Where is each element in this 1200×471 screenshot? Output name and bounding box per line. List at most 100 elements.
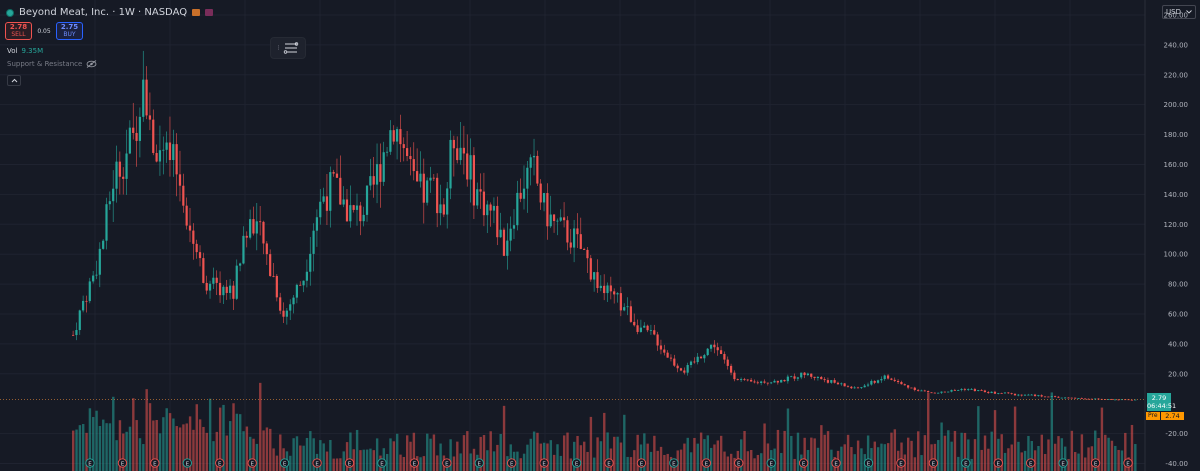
buy-label: BUY bbox=[63, 31, 76, 38]
volume-bar bbox=[1020, 452, 1023, 471]
candle-body bbox=[492, 205, 496, 211]
volume-bar bbox=[853, 454, 856, 471]
sell-button[interactable]: 2.78 SELL bbox=[5, 22, 32, 40]
volume-bar bbox=[760, 453, 763, 471]
candle-body bbox=[466, 153, 469, 180]
candle-body bbox=[733, 372, 736, 380]
candle-body bbox=[689, 361, 693, 366]
candle-body bbox=[262, 221, 265, 244]
candle-body bbox=[215, 277, 218, 283]
volume-bar bbox=[135, 420, 138, 471]
candle-body bbox=[259, 221, 262, 223]
live-dot-icon bbox=[6, 8, 14, 17]
candle-body bbox=[85, 300, 88, 302]
volume-bar bbox=[349, 432, 352, 471]
floating-toolbar[interactable]: ⁞ bbox=[270, 37, 306, 59]
candle-body bbox=[1033, 394, 1037, 397]
earnings-marker-icon: E bbox=[669, 458, 679, 468]
volume-legend[interactable]: Vol 9.35M bbox=[7, 47, 43, 55]
candle-body bbox=[1040, 395, 1043, 397]
collapse-legend-button[interactable] bbox=[7, 75, 21, 86]
volume-bar bbox=[522, 453, 526, 471]
sell-price: 2.78 bbox=[9, 23, 28, 31]
last-price-badge: 2.79 06:44:51 bbox=[1147, 393, 1177, 411]
volume-bar bbox=[619, 442, 623, 471]
eye-crossed-icon[interactable] bbox=[86, 60, 97, 68]
currency-selector[interactable]: USD bbox=[1162, 5, 1196, 19]
volume-bar bbox=[389, 438, 392, 471]
candle-body bbox=[599, 285, 602, 289]
candle-body bbox=[409, 156, 412, 160]
candle-body bbox=[830, 380, 833, 383]
candle-body bbox=[840, 383, 843, 385]
candle-body bbox=[880, 379, 883, 381]
volume-bar bbox=[623, 414, 626, 471]
earnings-marker-ring bbox=[961, 458, 971, 468]
candle-body bbox=[1120, 399, 1123, 401]
indicator-legend[interactable]: Support & Resistance bbox=[7, 60, 97, 68]
volume-bar bbox=[843, 444, 846, 471]
volume-bar bbox=[693, 437, 696, 471]
volume-bar bbox=[272, 448, 275, 471]
drag-handle-icon[interactable]: ⁞ bbox=[277, 44, 279, 52]
candle-body bbox=[633, 321, 636, 326]
volume-bar bbox=[355, 429, 359, 471]
volume-bar bbox=[977, 406, 980, 471]
volume-bar bbox=[345, 442, 349, 471]
volume-bar bbox=[342, 451, 345, 471]
volume-bar bbox=[78, 425, 82, 471]
candle-body bbox=[756, 382, 759, 384]
volume-bar bbox=[305, 437, 309, 471]
volume-bar bbox=[846, 434, 850, 471]
candle-body bbox=[416, 171, 419, 182]
candle-body bbox=[920, 390, 923, 392]
candle-body bbox=[282, 310, 285, 317]
candle-body bbox=[225, 286, 228, 293]
candle-body bbox=[462, 147, 465, 154]
volume-bar bbox=[907, 437, 910, 471]
volume-bar bbox=[1110, 440, 1114, 471]
volume-bar bbox=[482, 435, 486, 471]
volume-bar bbox=[302, 445, 305, 471]
earnings-marker-letter: E bbox=[834, 462, 838, 468]
volume-bar bbox=[636, 434, 639, 471]
earnings-marker-ring bbox=[1123, 458, 1133, 468]
candle-body bbox=[1047, 396, 1050, 398]
volume-bar bbox=[245, 426, 249, 471]
volume-bar bbox=[703, 439, 706, 471]
price-axis[interactable]: 260.00 240.00 220.00 200.00 180.00 160.00 140.… bbox=[1164, 11, 1189, 468]
candle-body bbox=[342, 199, 345, 205]
volume-bar bbox=[980, 449, 983, 471]
earnings-marker-letter: E bbox=[1029, 462, 1033, 468]
symbol-header[interactable]: Beyond Meat, Inc. · 1W · NASDAQ bbox=[6, 6, 214, 19]
volume-bar bbox=[195, 404, 198, 471]
volume-label: Vol bbox=[7, 47, 18, 55]
candle-body bbox=[539, 183, 542, 203]
symbol-title[interactable]: Beyond Meat, Inc. · 1W · NASDAQ bbox=[19, 7, 188, 18]
drawing-list-icon[interactable] bbox=[283, 42, 299, 54]
candle-body bbox=[469, 155, 472, 180]
candle-body bbox=[1043, 396, 1047, 398]
volume-bar bbox=[319, 440, 322, 471]
volume-bar bbox=[225, 435, 229, 471]
candle-body bbox=[1067, 397, 1070, 399]
candle-body bbox=[252, 219, 255, 234]
candle-body bbox=[693, 361, 696, 363]
candle-body bbox=[315, 217, 319, 231]
volume-bar bbox=[329, 439, 332, 471]
candle-body bbox=[709, 344, 713, 349]
candle-body bbox=[953, 390, 956, 391]
buy-price: 2.75 bbox=[60, 23, 79, 31]
earnings-marker-letter: E bbox=[932, 462, 936, 468]
candle-body bbox=[432, 177, 435, 179]
candle-body bbox=[145, 79, 148, 116]
bar-countdown: 06:44:51 bbox=[1147, 402, 1177, 410]
volume-bar bbox=[786, 408, 790, 471]
candle-body bbox=[332, 172, 335, 174]
earnings-marker-letter: E bbox=[218, 462, 222, 468]
buy-button[interactable]: 2.75 BUY bbox=[56, 22, 83, 40]
candle-body bbox=[596, 272, 599, 289]
candle-body bbox=[75, 330, 78, 336]
candle-body bbox=[392, 130, 395, 142]
